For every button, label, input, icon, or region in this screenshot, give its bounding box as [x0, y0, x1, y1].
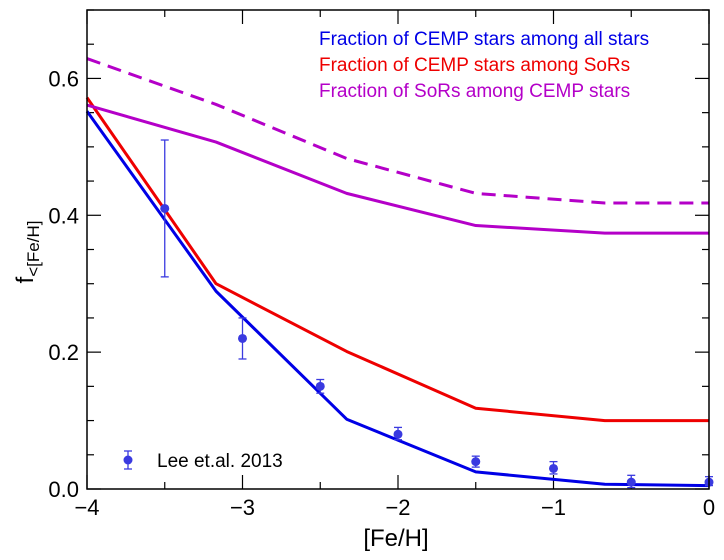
data-marker [626, 477, 636, 487]
observation-point [471, 455, 481, 468]
observation-point [549, 460, 558, 475]
data-marker [238, 333, 247, 343]
series-line-3 [86, 103, 709, 235]
data-marker [471, 457, 481, 467]
legend: Fraction of CEMP stars among all stars Fr… [319, 29, 649, 102]
data-marker [160, 203, 170, 213]
x-tick-label: −2 [385, 495, 410, 520]
x-tick-label: −1 [541, 495, 566, 520]
observation-legend: Lee et.al. 2013 [123, 450, 283, 472]
tick-labels: −4 −3 −2 −1 0 0.0 0.2 0.4 0.6 [48, 66, 715, 520]
y-axis-label-main: f [12, 276, 39, 283]
x-axis-label: [Fe/H] [363, 525, 428, 552]
x-tick-label: −4 [74, 495, 99, 520]
x-tick-label: −3 [230, 495, 255, 520]
y-tick-label: 0.2 [48, 340, 79, 365]
x-tick-label: 0 [703, 495, 715, 520]
data-marker [549, 463, 558, 473]
data-marker [393, 429, 403, 439]
y-axis-label-sub: <[Fe/H] [24, 221, 43, 277]
y-tick-label: 0.6 [48, 66, 79, 91]
series-lines [85, 57, 710, 488]
y-axis-label: f<[Fe/H] [12, 221, 43, 284]
observation-point [160, 139, 170, 278]
series-line-1 [85, 110, 710, 488]
observation-point [393, 426, 403, 441]
legend-entry-2: Fraction of CEMP stars among SoRs [319, 55, 630, 76]
legend-marker [123, 455, 133, 465]
observation-legend-label: Lee et.al. 2013 [157, 451, 283, 472]
plot-frame [86, 9, 710, 490]
y-tick-label: 0.4 [48, 203, 79, 228]
observation-point [315, 378, 325, 394]
series-line-4 [86, 57, 709, 205]
y-tick-label: 0.0 [48, 477, 79, 502]
svg-text:f<[Fe/H]: f<[Fe/H] [12, 221, 43, 284]
data-marker [315, 381, 325, 391]
legend-entry-3: Fraction of SoRs among CEMP stars [319, 81, 630, 102]
series-line-2 [85, 96, 709, 423]
observation-point [626, 474, 636, 489]
legend-entry-1: Fraction of CEMP stars among all stars [319, 29, 649, 50]
observation-points [160, 139, 714, 489]
observation-point [238, 317, 247, 360]
